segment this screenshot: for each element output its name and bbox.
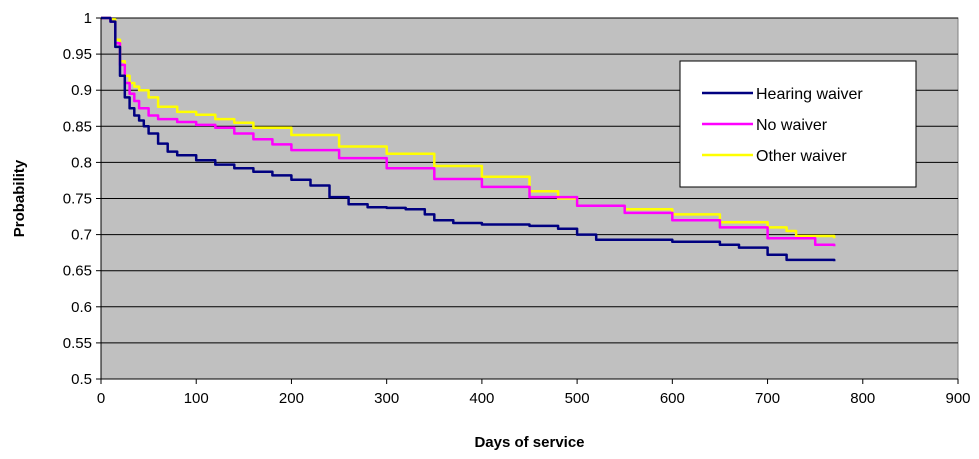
x-tick-label: 900 xyxy=(945,390,970,407)
series-line-other-waiver xyxy=(101,16,836,239)
y-tick-label: 0.7 xyxy=(71,227,92,244)
series-line-no-waiver xyxy=(101,16,836,247)
x-tick-label: 100 xyxy=(184,390,209,407)
x-tick-label: 300 xyxy=(374,390,399,407)
x-tick-label: 700 xyxy=(755,390,780,407)
y-tick-label: 0.5 xyxy=(71,371,92,388)
x-tick-label: 400 xyxy=(469,390,494,407)
y-tick-label: 0.8 xyxy=(71,154,92,171)
x-axis-title: Days of service xyxy=(474,434,584,451)
x-tick-label: 600 xyxy=(660,390,685,407)
y-tick-label: 0.55 xyxy=(63,335,92,352)
axes xyxy=(96,17,959,384)
x-tick-label: 0 xyxy=(97,390,105,407)
y-tick-label: 0.95 xyxy=(63,46,92,63)
x-tick-label: 800 xyxy=(850,390,875,407)
x-tick-label: 500 xyxy=(565,390,590,407)
tick-labels: 0.5 0.55 0.6 0.65 0.7 0.75 0.8 0.85 0.9 0.95 1 0 100… xyxy=(63,10,971,407)
legend-label: Other waiver xyxy=(756,148,847,165)
y-axis-title: Probability xyxy=(11,159,28,237)
y-tick-label: 0.75 xyxy=(63,191,92,208)
y-tick-label: 0.9 xyxy=(71,82,92,99)
legend: Hearing waiver No waiver Other waiver xyxy=(679,60,917,188)
legend-label: No waiver xyxy=(756,117,828,134)
y-tick-label: 0.6 xyxy=(71,299,92,316)
series-line-hearing-waiver xyxy=(101,16,836,262)
y-tick-label: 1 xyxy=(84,10,92,27)
legend-label: Hearing waiver xyxy=(756,86,863,103)
y-tick-label: 0.85 xyxy=(63,118,92,135)
y-tick-label: 0.65 xyxy=(63,263,92,280)
series-lines xyxy=(101,16,836,262)
x-tick-label: 200 xyxy=(279,390,304,407)
